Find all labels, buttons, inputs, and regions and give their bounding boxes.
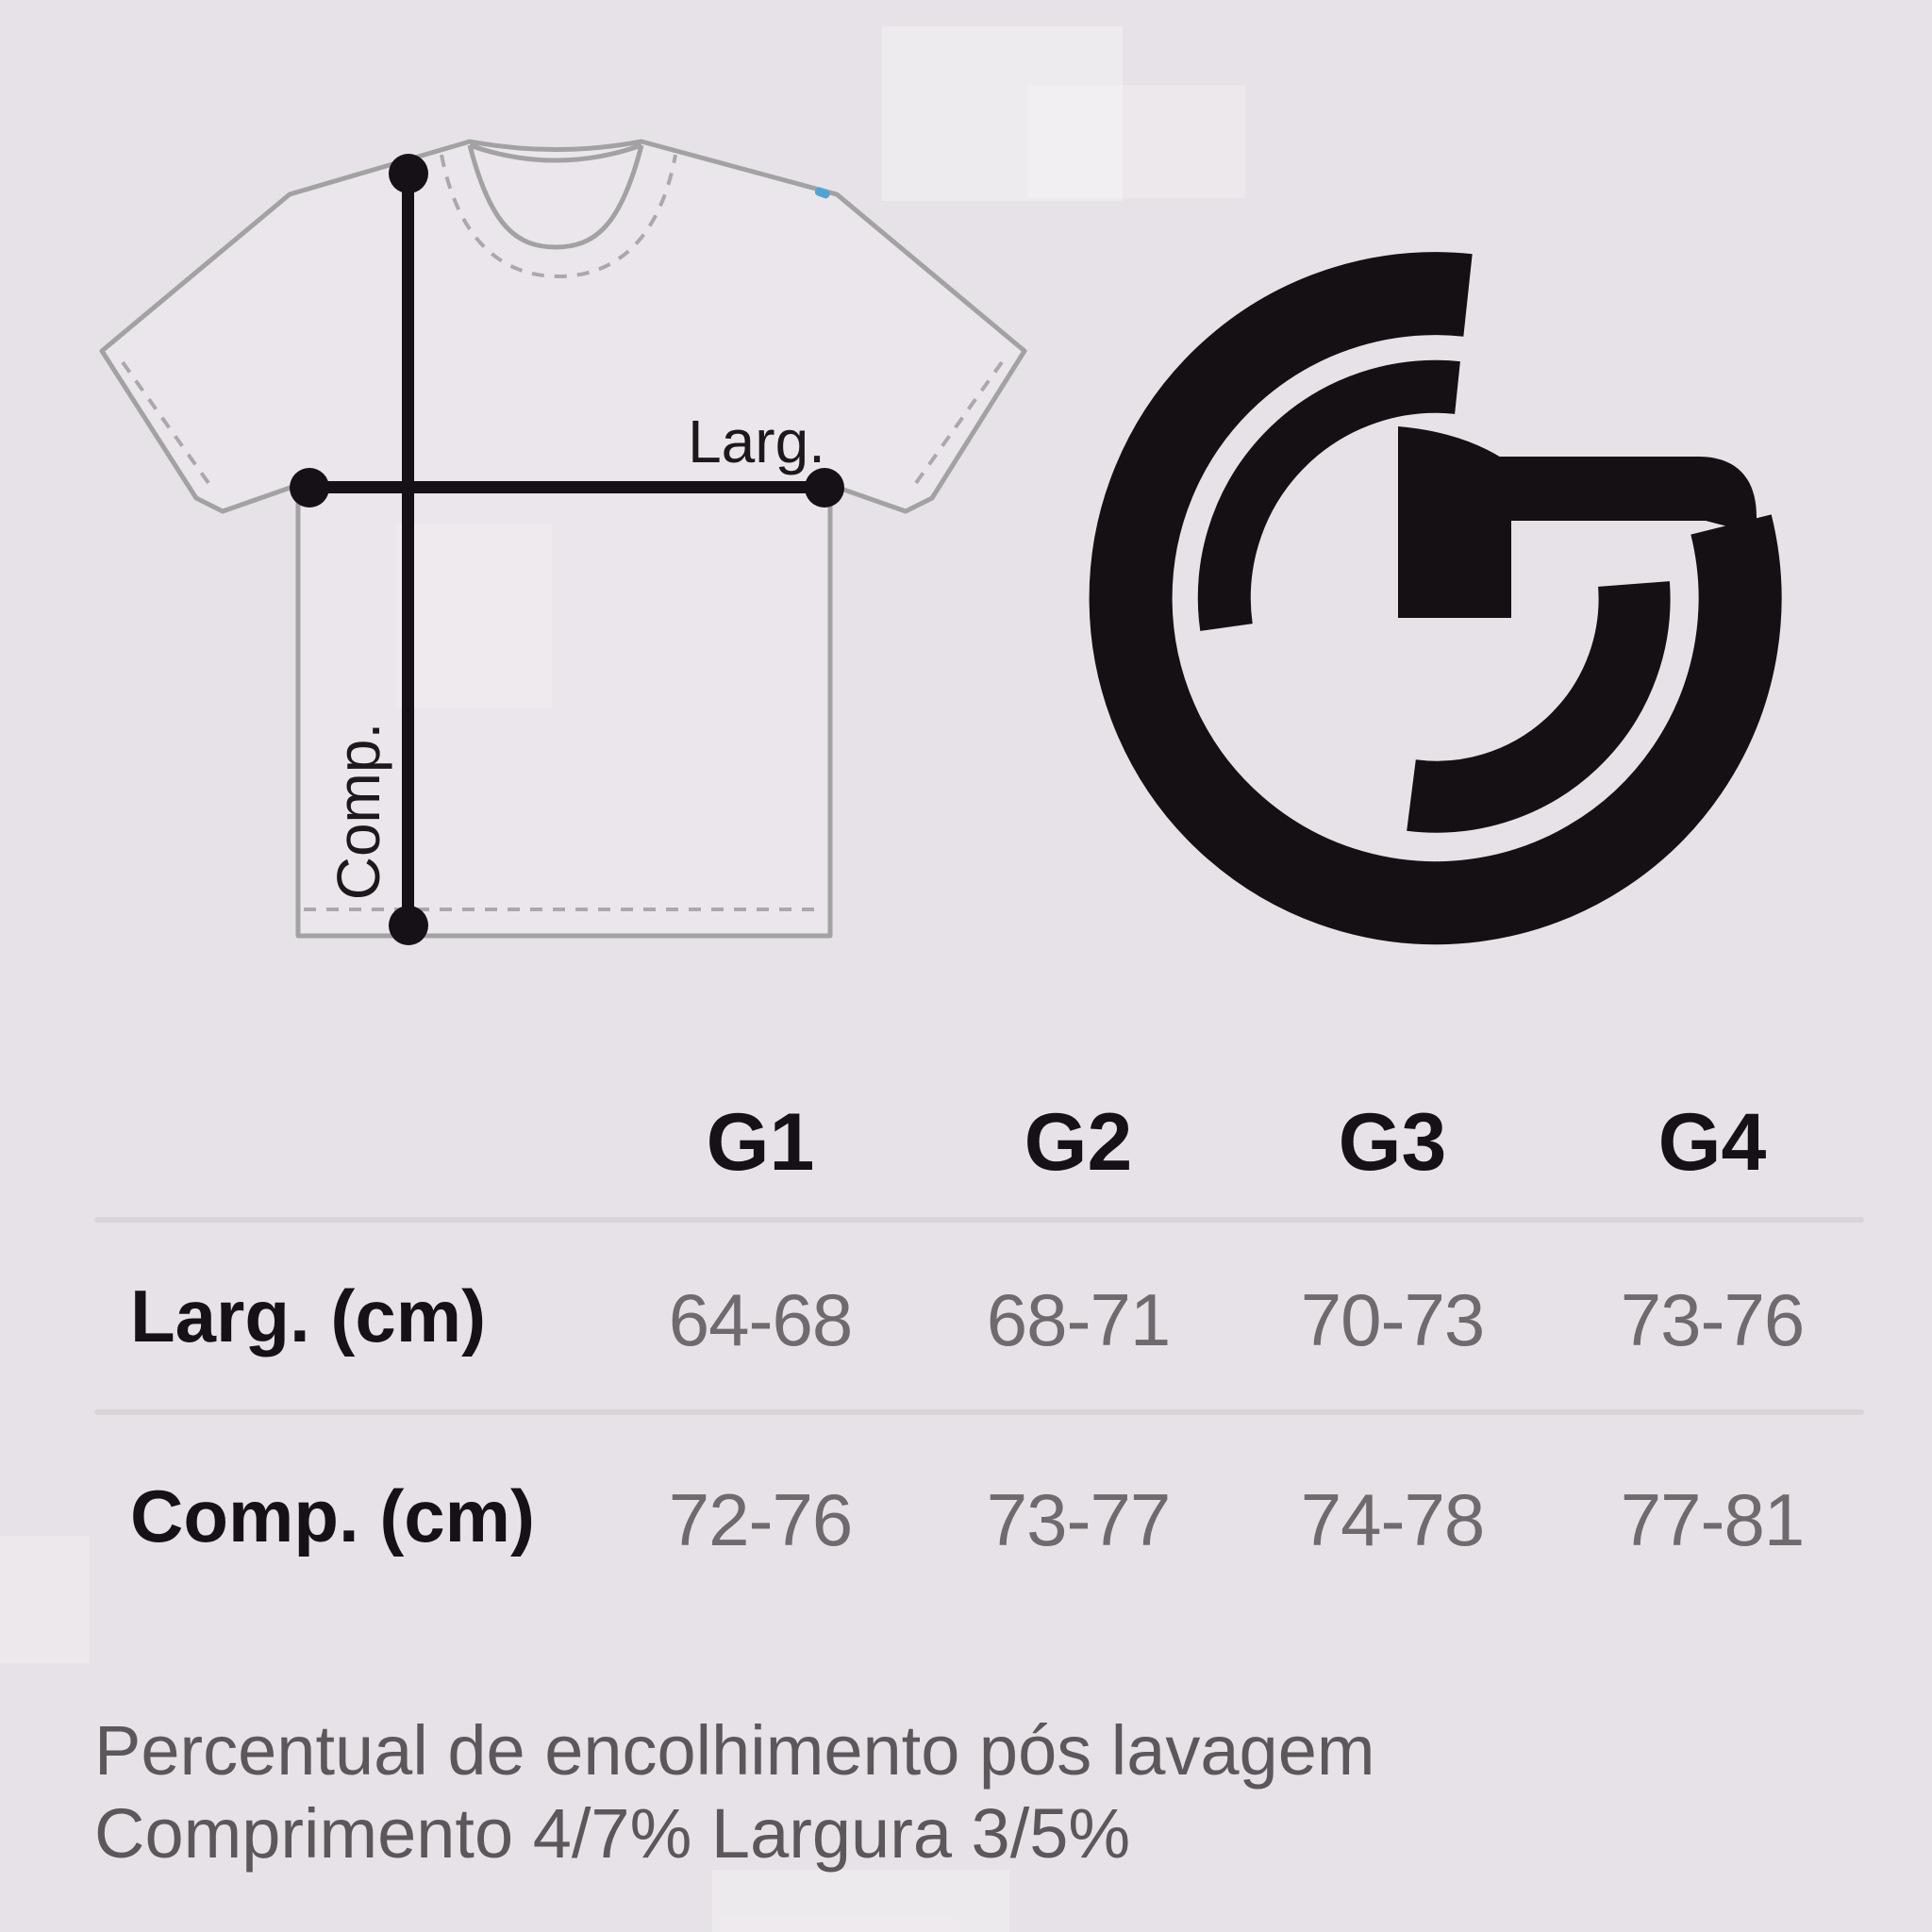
row-label-width: Larg. (cm) xyxy=(130,1274,487,1357)
length-label: Comp. xyxy=(325,723,392,901)
logo-bar xyxy=(1500,457,1757,534)
measure-dot xyxy=(805,468,844,508)
cell-width-g2: 68-71 xyxy=(986,1278,1171,1361)
measure-dot xyxy=(389,154,428,193)
logo-bowl-arc xyxy=(1407,581,1671,833)
measurement-lines: Larg. Comp. xyxy=(290,154,844,945)
cell-width-g1: 64-68 xyxy=(668,1278,853,1361)
cell-length-g2: 73-77 xyxy=(986,1478,1171,1561)
table-divider xyxy=(94,1217,1864,1223)
length-measure-line xyxy=(402,170,414,927)
column-header-g3: G3 xyxy=(1338,1097,1447,1188)
right-cuff-stitch xyxy=(909,360,1004,491)
cell-length-g1: 72-76 xyxy=(668,1478,853,1561)
collar-band-seam xyxy=(469,142,642,163)
width-label: Larg. xyxy=(688,408,825,475)
watermark-speck xyxy=(814,187,830,199)
shrinkage-note-line1: Percentual de encolhimento pós lavagem xyxy=(94,1711,1375,1790)
tshirt-outline xyxy=(99,139,1027,939)
neckline-stitch xyxy=(440,154,677,278)
row-label-length: Comp. (cm) xyxy=(130,1474,535,1557)
table-divider xyxy=(94,1409,1864,1415)
collar-front-curve xyxy=(467,144,644,250)
width-measure-line xyxy=(308,481,826,493)
tshirt-diagram xyxy=(99,139,1027,939)
logo-inner-c-arc xyxy=(1197,359,1460,631)
cell-length-g4: 77-81 xyxy=(1620,1478,1805,1561)
shrinkage-note-line2: Comprimento 4/7% Largura 3/5% xyxy=(94,1794,1131,1873)
brand-logo-g-monogram-icon xyxy=(1089,252,1782,945)
logo-outer-ring xyxy=(1089,252,1782,945)
measure-dot xyxy=(389,906,428,945)
measure-dot xyxy=(290,468,329,508)
cell-width-g3: 70-73 xyxy=(1300,1278,1485,1361)
cell-length-g3: 74-78 xyxy=(1300,1478,1485,1561)
stitching-dashed xyxy=(121,154,1004,911)
column-header-g2: G2 xyxy=(1024,1097,1133,1188)
left-cuff-stitch xyxy=(121,360,215,491)
background-patches xyxy=(0,26,1245,1932)
logo-center-slice xyxy=(1398,426,1511,618)
column-header-g1: G1 xyxy=(706,1097,815,1188)
cell-width-g4: 73-76 xyxy=(1620,1278,1805,1361)
column-header-g4: G4 xyxy=(1657,1097,1767,1188)
